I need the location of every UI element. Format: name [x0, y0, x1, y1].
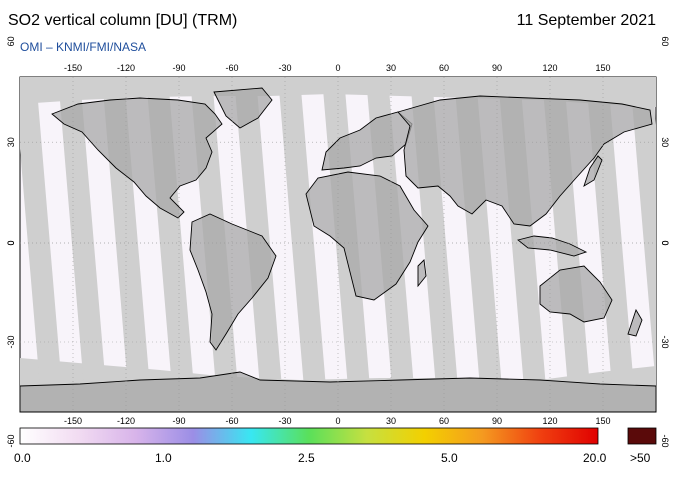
lon-tick-label: 90 [492, 416, 502, 426]
orbit-gap-stripe [58, 77, 108, 412]
map-date: 11 September 2021 [516, 12, 656, 29]
lon-tick-label: -90 [172, 63, 185, 73]
colorbar-label-4: 20.0 [583, 451, 607, 465]
new-zealand [627, 308, 643, 337]
map-content [20, 77, 656, 412]
lon-ticks-top: -150 -120 -90 -60 -30 0 30 60 90 120 150 [64, 63, 611, 73]
lon-tick-label: 60 [439, 63, 449, 73]
lon-tick-label: 30 [386, 416, 396, 426]
lon-tick-label: -120 [117, 63, 135, 73]
north-america [51, 97, 223, 219]
lon-tick-label: -30 [278, 416, 291, 426]
lon-tick-label: -150 [64, 416, 82, 426]
lon-tick-label: 30 [386, 63, 396, 73]
lon-tick-label: 150 [595, 416, 610, 426]
australia [539, 265, 613, 323]
lon-tick-label: 60 [439, 416, 449, 426]
lon-tick-label: 120 [542, 63, 557, 73]
lon-tick-label: 0 [335, 416, 340, 426]
lon-tick-label: -150 [64, 63, 82, 73]
map-title: SO2 vertical column [DU] (TRM) [8, 12, 238, 29]
lat-tick-label: 30 [6, 137, 16, 147]
lat-tick-label: 60 [6, 36, 16, 46]
colorbar-label-3: 5.0 [441, 451, 458, 465]
lon-ticks-bottom: -150 -120 -90 -60 -30 0 30 60 90 120 150 [64, 416, 611, 426]
lon-tick-label: 0 [335, 63, 340, 73]
data-credit: OMI – KNMI/FMI/NASA [20, 40, 147, 54]
lon-tick-label: 150 [595, 63, 610, 73]
orbit-gap-stripe [278, 77, 328, 412]
colorbar-label-2: 2.5 [298, 451, 315, 465]
south-america [189, 213, 277, 351]
lat-tick-label: 60 [660, 36, 670, 46]
lon-tick-label: -60 [225, 416, 238, 426]
lat-tick-label: 0 [660, 240, 670, 245]
orbit-gap-stripe [630, 77, 656, 389]
lat-tick-label: 30 [660, 137, 670, 147]
greenland [213, 87, 273, 129]
colorbar [19, 427, 599, 445]
colorbar-label-1: 1.0 [155, 451, 172, 465]
madagascar [417, 259, 427, 288]
lon-tick-label: -120 [117, 416, 135, 426]
africa [305, 171, 429, 301]
lat-tick-label: -30 [6, 335, 16, 348]
colorbar-label-0: 0.0 [14, 451, 31, 465]
lon-tick-label: -90 [172, 416, 185, 426]
lon-tick-label: -60 [225, 63, 238, 73]
lat-tick-label: -60 [6, 434, 16, 447]
orbit-gap-stripe [20, 77, 64, 412]
lat-tick-label: 0 [6, 240, 16, 245]
lat-tick-label: 0 [6, 240, 16, 245]
lon-tick-label: 90 [492, 63, 502, 73]
colorbar-overflow-box [627, 427, 657, 445]
lon-tick-label: 120 [542, 416, 557, 426]
japan [583, 155, 603, 188]
lat-tick-label: -60 [660, 434, 670, 447]
lat-tick-label: 0 [660, 240, 670, 245]
lat-tick-label: -30 [660, 335, 670, 348]
lon-tick-label: -30 [278, 63, 291, 73]
indonesia [517, 235, 588, 257]
asia [397, 95, 653, 227]
colorbar-overflow-label: >50 [630, 451, 651, 465]
